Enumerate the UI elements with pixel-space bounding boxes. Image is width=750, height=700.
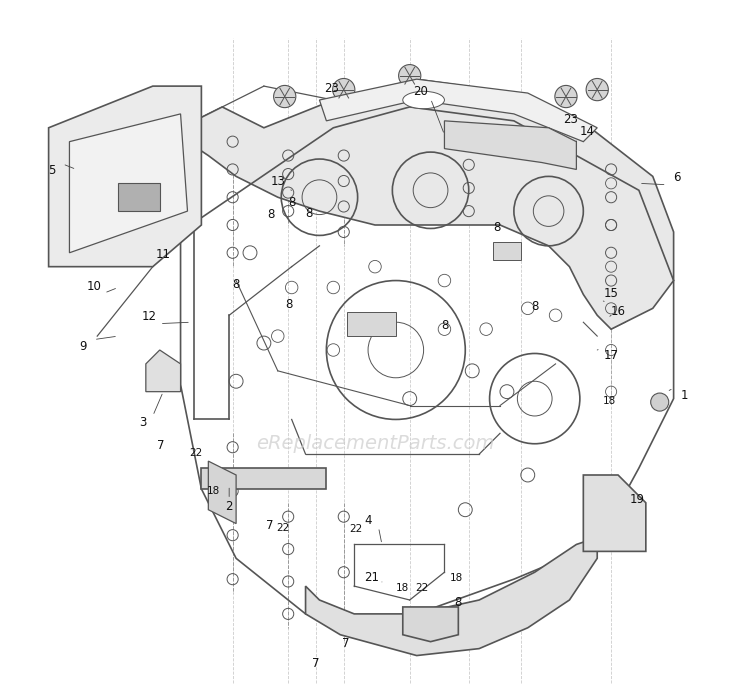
Polygon shape xyxy=(146,350,181,392)
Text: 7: 7 xyxy=(158,440,165,452)
Text: 8: 8 xyxy=(441,319,448,332)
Text: 23: 23 xyxy=(324,82,339,94)
Text: 8: 8 xyxy=(531,300,538,314)
Text: 14: 14 xyxy=(579,125,594,138)
Polygon shape xyxy=(320,79,597,141)
Text: 8: 8 xyxy=(288,196,296,209)
Bar xyxy=(118,183,160,211)
Text: 18: 18 xyxy=(207,486,220,496)
Text: 22: 22 xyxy=(189,448,202,458)
Text: eReplacementParts.com: eReplacementParts.com xyxy=(256,434,494,454)
Bar xyxy=(347,312,396,336)
Text: 7: 7 xyxy=(266,519,273,532)
Text: 7: 7 xyxy=(342,636,350,650)
Text: 9: 9 xyxy=(80,340,87,353)
Text: 5: 5 xyxy=(49,164,55,177)
Text: 3: 3 xyxy=(139,416,146,429)
Text: 8: 8 xyxy=(493,220,500,234)
Text: 18: 18 xyxy=(603,395,616,406)
Text: 1: 1 xyxy=(680,389,688,402)
Text: 2: 2 xyxy=(226,500,233,512)
Polygon shape xyxy=(445,121,577,169)
Polygon shape xyxy=(181,79,674,329)
Polygon shape xyxy=(584,475,646,552)
Text: 11: 11 xyxy=(156,248,171,260)
Circle shape xyxy=(398,64,421,87)
Bar xyxy=(493,242,520,260)
Polygon shape xyxy=(305,538,597,656)
Text: 22: 22 xyxy=(276,524,290,533)
Text: 22: 22 xyxy=(349,524,362,534)
Text: 20: 20 xyxy=(413,85,428,98)
Ellipse shape xyxy=(403,91,445,108)
Polygon shape xyxy=(70,114,188,253)
Polygon shape xyxy=(49,86,202,267)
Text: 8: 8 xyxy=(267,208,274,221)
Text: 12: 12 xyxy=(142,310,157,323)
Polygon shape xyxy=(403,607,458,642)
Circle shape xyxy=(586,78,608,101)
Text: 17: 17 xyxy=(604,349,619,362)
Text: 23: 23 xyxy=(563,113,578,126)
Text: 19: 19 xyxy=(630,493,645,506)
Text: 22: 22 xyxy=(415,583,428,593)
Circle shape xyxy=(555,85,577,108)
Text: 8: 8 xyxy=(232,277,240,290)
Circle shape xyxy=(651,393,669,411)
Text: 4: 4 xyxy=(364,514,372,526)
Text: 8: 8 xyxy=(285,298,292,311)
Polygon shape xyxy=(202,468,326,489)
Circle shape xyxy=(274,85,296,108)
Text: 8: 8 xyxy=(305,207,313,220)
Polygon shape xyxy=(209,461,236,524)
Text: 6: 6 xyxy=(674,172,681,184)
Text: 10: 10 xyxy=(86,279,101,293)
Text: 21: 21 xyxy=(364,571,379,584)
Text: 15: 15 xyxy=(604,286,619,300)
Text: 18: 18 xyxy=(450,573,463,583)
Text: 7: 7 xyxy=(312,657,320,671)
Circle shape xyxy=(333,78,355,101)
Text: 8: 8 xyxy=(454,596,462,608)
Text: 18: 18 xyxy=(396,583,410,593)
Text: 13: 13 xyxy=(270,176,285,188)
Text: 16: 16 xyxy=(610,304,626,318)
